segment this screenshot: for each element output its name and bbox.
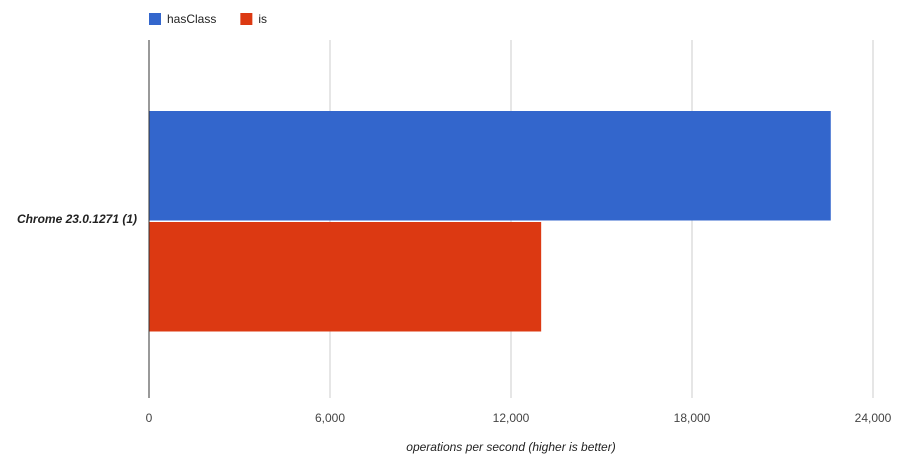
- legend-swatch: [149, 13, 161, 25]
- x-tick-label: 12,000: [493, 411, 530, 425]
- category-label: Chrome 23.0.1271 (1): [17, 212, 137, 226]
- x-tick-labels: 0 6,000 12,000 18,000 24,000: [146, 411, 892, 425]
- legend: hasClass is: [149, 12, 267, 26]
- legend-label: hasClass: [167, 12, 216, 26]
- x-tick-label: 6,000: [315, 411, 345, 425]
- bars: [149, 111, 831, 332]
- category-labels: Chrome 23.0.1271 (1): [17, 212, 137, 226]
- legend-swatch: [240, 13, 253, 25]
- x-tick-label: 18,000: [674, 411, 711, 425]
- x-tick-label: 0: [146, 411, 153, 425]
- x-tick-label: 24,000: [855, 411, 892, 425]
- bar-hasclass: [149, 111, 831, 221]
- x-axis-title: operations per second (higher is better): [406, 440, 615, 454]
- legend-label: is: [258, 12, 267, 26]
- bar-is: [149, 222, 542, 332]
